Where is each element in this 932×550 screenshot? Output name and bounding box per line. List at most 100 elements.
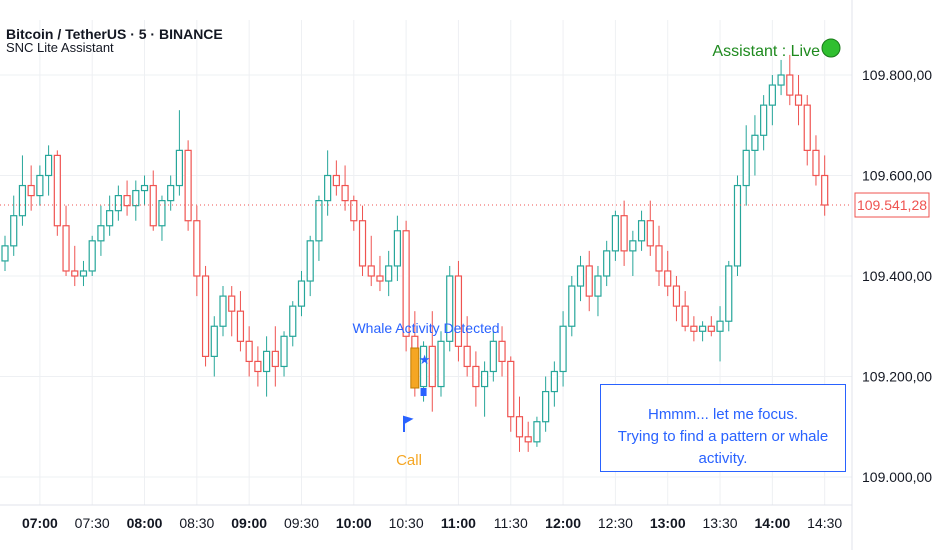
last-price-label: 109.541,28 xyxy=(857,197,927,213)
candle-body xyxy=(812,149,820,177)
candle-body xyxy=(428,345,436,388)
candle-body xyxy=(698,325,707,332)
candle-body xyxy=(463,345,471,368)
candle-body xyxy=(71,270,79,277)
indicator-name[interactable]: SNC Lite Assistant xyxy=(6,40,114,55)
candle-body xyxy=(690,325,698,332)
time-tick-label: 08:00 xyxy=(127,515,163,531)
candle-body xyxy=(219,295,227,327)
candle-body xyxy=(472,365,480,388)
candle-body xyxy=(297,280,306,307)
candle-body xyxy=(263,350,271,373)
candle-body xyxy=(184,149,192,222)
last-price-tag xyxy=(854,192,930,218)
time-tick-label: 07:00 xyxy=(22,515,58,531)
candle-body xyxy=(559,325,567,373)
candle-body xyxy=(53,154,61,227)
candle-body xyxy=(568,285,576,327)
candle-body xyxy=(498,340,506,363)
candle-body xyxy=(524,436,532,443)
candle-body xyxy=(106,210,114,227)
candle-body xyxy=(306,240,314,282)
candle-body xyxy=(18,184,27,217)
candle-body xyxy=(707,325,715,332)
candle-body xyxy=(79,270,88,277)
candle-body xyxy=(341,184,349,202)
candle-body xyxy=(620,215,628,252)
candle-body xyxy=(489,340,497,373)
candle-body xyxy=(193,220,201,277)
candle-body xyxy=(576,265,585,287)
candle-body xyxy=(655,245,663,272)
assistant-message-box: Hmmm... let me focus. Trying to find a p… xyxy=(600,384,846,472)
candle-body xyxy=(280,335,288,368)
candle-body xyxy=(245,340,253,363)
candle-body xyxy=(175,149,183,187)
candle-body xyxy=(794,94,803,106)
call-candle-highlight xyxy=(410,347,420,389)
candle-body xyxy=(140,184,149,192)
candle-body xyxy=(672,285,681,307)
time-tick-label: 11:30 xyxy=(494,515,528,531)
candle-body xyxy=(733,184,742,267)
candle-body xyxy=(271,350,279,368)
candle-body xyxy=(358,220,367,267)
candle-body xyxy=(742,149,750,187)
candle-body xyxy=(62,225,70,272)
candle-body xyxy=(603,250,611,277)
candle-body xyxy=(751,134,759,151)
candle-body xyxy=(10,215,18,247)
candle-body xyxy=(629,240,637,252)
live-indicator-icon xyxy=(821,38,841,58)
price-tick-label: 109.200,00 xyxy=(862,369,932,385)
candle-body xyxy=(149,184,157,227)
price-tick-label: 109.600,00 xyxy=(862,168,932,184)
whale-star-icon: ★ xyxy=(419,353,431,368)
candle-body xyxy=(27,184,35,197)
assistant-message-line-1: Hmmm... let me focus. xyxy=(647,406,799,423)
candle-body xyxy=(350,200,358,222)
time-tick-label: 13:00 xyxy=(650,515,686,531)
flag-icon xyxy=(403,415,414,432)
candle-body xyxy=(393,230,401,267)
candle-body xyxy=(315,200,323,242)
candle-body xyxy=(158,200,166,227)
candle-body xyxy=(419,345,428,388)
candle-body xyxy=(542,390,550,423)
time-tick-label: 12:30 xyxy=(598,515,633,531)
candles xyxy=(1,54,829,452)
candle-body xyxy=(725,265,733,322)
assistant-status-text: Assistant : Live xyxy=(712,43,820,60)
candle-body xyxy=(114,195,122,212)
candle-body xyxy=(1,245,9,262)
candle-body xyxy=(236,310,245,342)
time-tick-label: 14:30 xyxy=(807,515,842,531)
time-tick-label: 11:00 xyxy=(441,515,476,531)
candle-body xyxy=(821,174,829,206)
time-tick-label: 09:00 xyxy=(231,515,267,531)
candle-body xyxy=(454,275,463,347)
candle-body xyxy=(132,189,140,207)
price-tick-label: 109.800,00 xyxy=(862,67,932,83)
candle-body xyxy=(637,220,646,242)
candle-body xyxy=(123,195,131,207)
whale-square-icon xyxy=(420,388,427,396)
time-tick-label: 13:30 xyxy=(703,515,738,531)
candle-body xyxy=(760,104,768,136)
candle-body xyxy=(481,370,489,388)
call-label: Call xyxy=(396,452,422,469)
assistant-message-line-2: Trying to find a pattern or whale activi… xyxy=(617,428,829,467)
whale-activity-label: Whale Activity Detected xyxy=(352,320,499,336)
candle-body xyxy=(97,225,105,242)
candle-body xyxy=(646,220,654,247)
candle-body xyxy=(594,275,602,297)
price-tick-label: 109.000,00 xyxy=(862,469,932,485)
candle-body xyxy=(210,325,218,357)
candle-body xyxy=(585,265,593,297)
price-tick-label: 109.400,00 xyxy=(862,268,932,284)
time-tick-label: 10:30 xyxy=(389,515,424,531)
candle-body xyxy=(385,265,393,282)
candle-body xyxy=(324,174,332,202)
chart-symbol-title[interactable]: Bitcoin / TetherUS · 5 · BINANCE xyxy=(6,26,223,42)
